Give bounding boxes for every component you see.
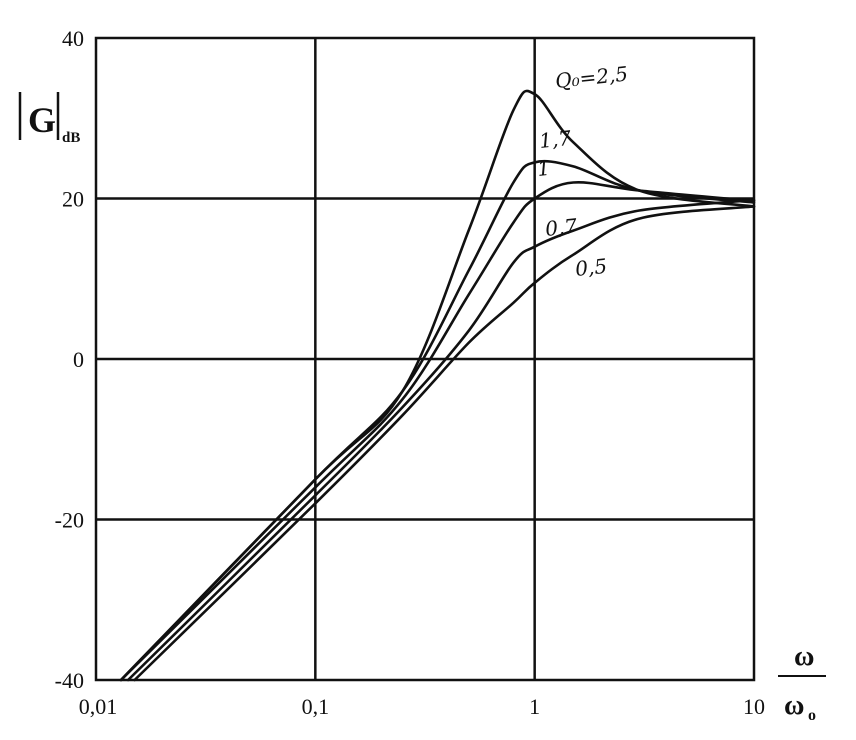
curve-label: 0,5	[574, 254, 608, 281]
grid	[94, 36, 756, 682]
series-lines	[119, 89, 756, 682]
curve-label: 1,7	[538, 126, 572, 153]
y-tick-label: -20	[55, 508, 84, 533]
series-line	[133, 205, 756, 682]
x-tick-label: 0,01	[79, 694, 118, 719]
y-tick-label: 40	[62, 26, 84, 51]
x-tick-labels: 0,01 0,1 1 10	[79, 694, 765, 719]
y-label-unit: dB	[62, 130, 80, 146]
series-line	[119, 89, 756, 682]
x-tick-label: 1	[529, 694, 540, 719]
x-label-numerator: ω	[794, 641, 814, 672]
x-label-denominator: ω	[784, 690, 804, 721]
x-tick-label: 10	[743, 694, 765, 719]
series-line	[119, 181, 756, 682]
series-line	[119, 159, 756, 682]
series-line	[126, 198, 756, 682]
y-axis-label: G dB	[18, 92, 80, 146]
x-tick-label: 0,1	[302, 694, 330, 719]
curve-label: Q₀=2,5	[554, 61, 629, 92]
curve-label: 1	[536, 156, 551, 181]
curve-labels: Q₀=2,5 1,7 1 0,7 0,5	[536, 61, 629, 280]
x-axis-label: ω ω o	[778, 641, 826, 724]
y-label-main: G	[28, 100, 56, 140]
x-label-denominator-sub: o	[808, 707, 816, 724]
y-tick-label: -40	[55, 668, 84, 693]
y-tick-label: 0	[73, 347, 84, 372]
y-tick-label: 20	[62, 187, 84, 212]
curve-label: 0,7	[544, 214, 578, 241]
y-tick-labels: 40 20 0 -20 -40	[55, 26, 84, 693]
